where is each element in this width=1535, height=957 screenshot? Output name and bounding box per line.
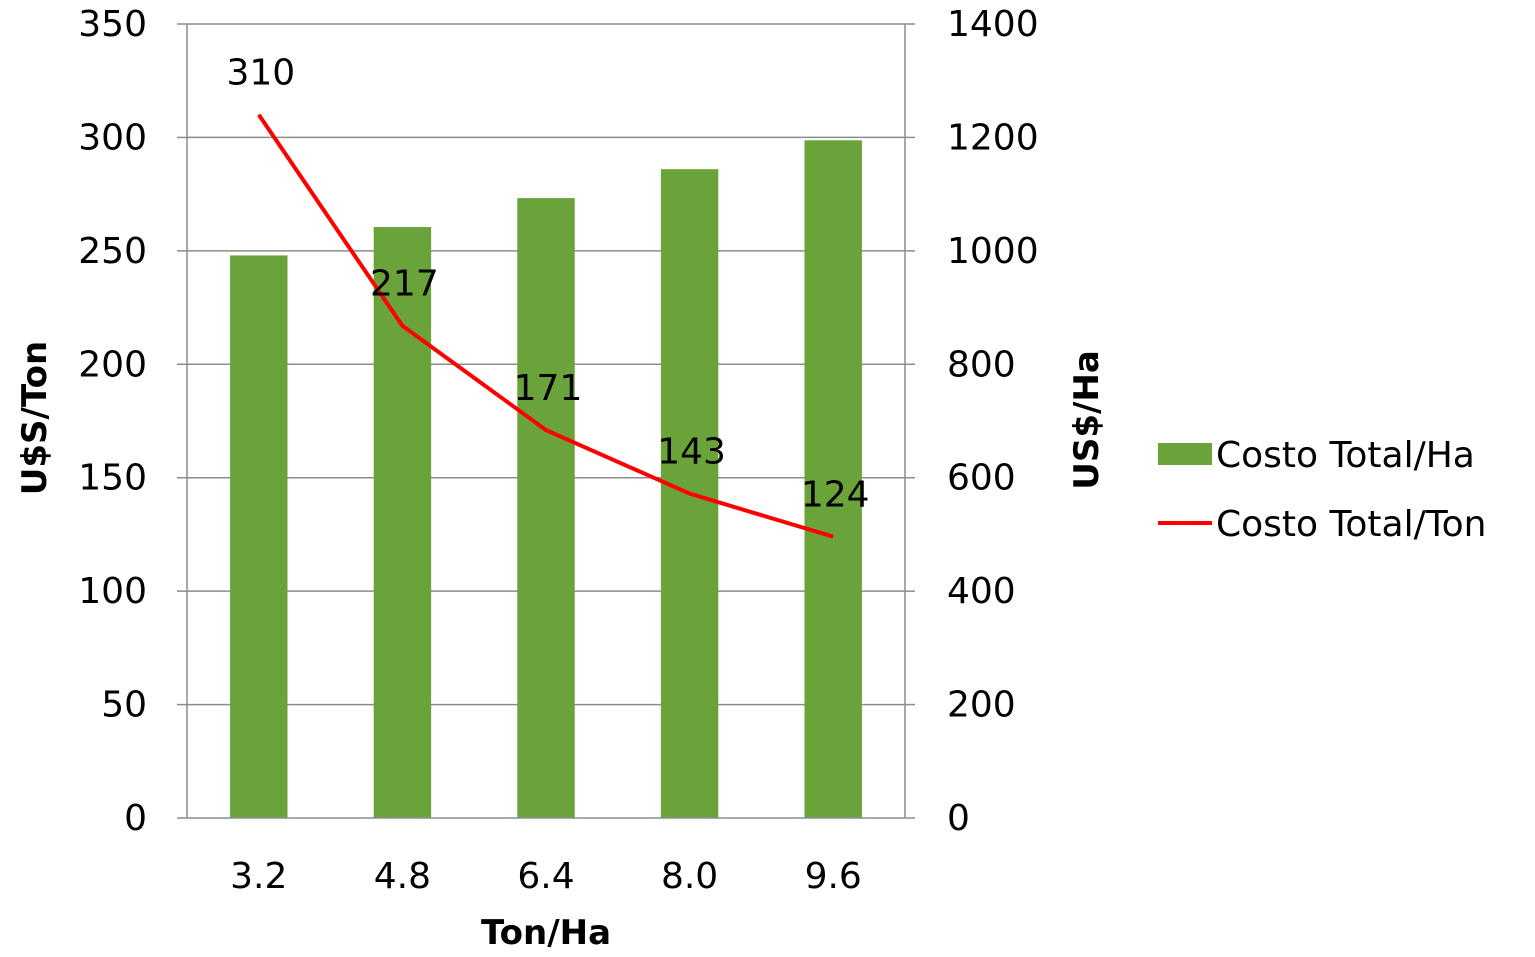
x-tick-label: 4.8: [374, 856, 431, 897]
y-left-tick-label: 0: [124, 798, 147, 839]
legend-swatch-bar: [1158, 443, 1212, 465]
y-axis-left-title: U$S/Ton: [15, 341, 55, 495]
x-tick-label: 3.2: [230, 856, 287, 897]
y-left-tick-label: 100: [78, 571, 147, 612]
bar: [804, 140, 862, 818]
data-label: 171: [514, 368, 583, 409]
y-right-tick-label: 200: [947, 685, 1016, 726]
y-right-tick-label: 800: [947, 344, 1016, 385]
data-label: 124: [801, 475, 870, 516]
legend-label-bar: Costo Total/Ha: [1216, 435, 1475, 476]
y-left-tick-label: 300: [78, 117, 147, 158]
y-left-tick-label: 250: [78, 231, 147, 272]
y-left-tick-label: 150: [78, 458, 147, 499]
data-label: 143: [657, 432, 726, 473]
x-tick-label: 9.6: [805, 856, 862, 897]
axes: 0 50 100 150 200 250 300 350 0 200 400 600 800 1000 12…: [78, 4, 1038, 897]
data-label: 217: [370, 264, 439, 305]
data-label: 310: [226, 53, 295, 94]
x-axis-title: Ton/Ha: [481, 913, 611, 953]
y-axis-right-title: US$/Ha: [1067, 350, 1107, 490]
y-right-tick-label: 0: [947, 798, 970, 839]
bar: [373, 227, 432, 819]
y-right-tick-label: 1000: [947, 231, 1039, 272]
x-tick-label: 8.0: [661, 856, 718, 897]
y-left-tick-label: 50: [101, 685, 147, 726]
y-right-tick-label: 400: [947, 571, 1016, 612]
y-right-tick-label: 1200: [947, 117, 1039, 158]
y-left-tick-label: 350: [78, 4, 147, 45]
y-right-tick-label: 1400: [947, 4, 1039, 45]
y-left-tick-label: 200: [78, 344, 147, 385]
y-right-tick-label: 600: [947, 458, 1016, 499]
data-labels: 310 217 171 143 124: [226, 53, 869, 516]
x-tick-label: 6.4: [517, 856, 574, 897]
line-series: [257, 113, 834, 539]
bar: [517, 198, 575, 818]
bar-series: [230, 140, 862, 819]
legend: Costo Total/Ha Costo Total/Ton: [1158, 435, 1486, 545]
bar: [230, 255, 288, 818]
legend-label-line: Costo Total/Ton: [1216, 504, 1486, 545]
